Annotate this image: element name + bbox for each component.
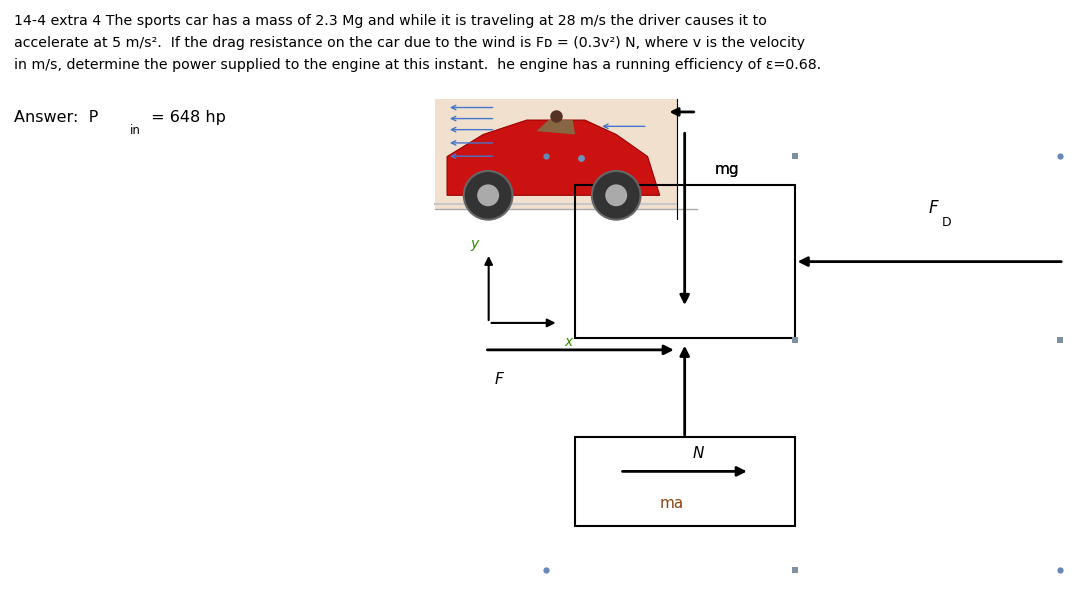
Circle shape (477, 184, 499, 206)
Text: in: in (130, 124, 141, 137)
Text: accelerate at 5 m/s².  If the drag resistance on the car due to the wind is Fᴅ =: accelerate at 5 m/s². If the drag resist… (14, 36, 806, 50)
Text: F: F (593, 150, 600, 163)
Circle shape (606, 184, 627, 206)
Text: mg: mg (714, 163, 739, 178)
Text: in m/s, determine the power supplied to the engine at this instant.  he engine h: in m/s, determine the power supplied to … (14, 58, 822, 72)
Text: y: y (470, 237, 479, 251)
Text: D: D (942, 216, 952, 228)
Text: ma: ma (659, 496, 684, 511)
Text: x: x (565, 335, 572, 349)
Circle shape (592, 171, 640, 219)
Polygon shape (536, 120, 576, 135)
Circle shape (464, 171, 512, 219)
Text: F: F (495, 372, 504, 387)
Text: 14-4 extra 4 The sports car has a mass of 2.3 Mg and while it is traveling at 28: 14-4 extra 4 The sports car has a mass o… (14, 14, 767, 28)
Polygon shape (447, 120, 659, 196)
Text: F: F (929, 199, 939, 216)
Text: = 648 hp: = 648 hp (146, 110, 226, 125)
Text: N: N (693, 446, 705, 461)
Text: mg: mg (714, 163, 739, 178)
Text: D: D (601, 158, 609, 169)
Polygon shape (435, 99, 677, 209)
Text: Answer:  P: Answer: P (14, 110, 98, 125)
